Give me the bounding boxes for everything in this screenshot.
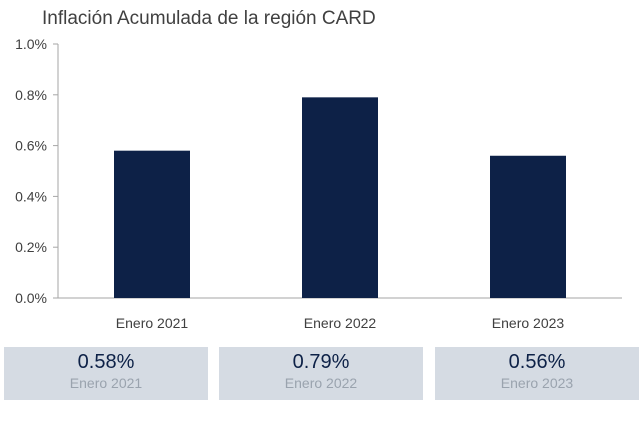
x-tick-label: Enero 2022	[304, 315, 377, 331]
bar	[302, 97, 378, 298]
y-tick-label: 0.8%	[15, 87, 47, 103]
bar-chart: 0.0% 0.2% 0.4% 0.6% 0.8% 1.0% Enero 2021 Enero …	[15, 36, 622, 331]
bar	[490, 155, 566, 298]
y-tick-label: 0.2%	[15, 239, 47, 255]
x-tick-label: Enero 2023	[492, 315, 565, 331]
card-value: 0.79%	[292, 351, 350, 373]
y-tick-label: 0.0%	[15, 290, 47, 306]
y-tick-label: 0.4%	[15, 188, 47, 204]
x-tick-label: Enero 2021	[116, 315, 189, 331]
summary-card-2022: 0.79% Enero 2022	[219, 347, 423, 400]
card-label: Enero 2021	[69, 375, 143, 391]
card-value: 0.56%	[508, 351, 566, 373]
summary-card-2021: 0.58% Enero 2021	[4, 347, 208, 400]
card-label: Enero 2022	[284, 375, 358, 391]
card-label: Enero 2023	[500, 375, 574, 391]
y-tick-label: 1.0%	[15, 36, 47, 52]
card-value: 0.58%	[77, 351, 135, 373]
summary-card-2023: 0.56% Enero 2023	[435, 347, 639, 400]
chart-title: Inflación Acumulada de la región CARD	[42, 8, 376, 29]
bar	[114, 150, 190, 298]
y-tick-label: 0.6%	[15, 138, 47, 154]
